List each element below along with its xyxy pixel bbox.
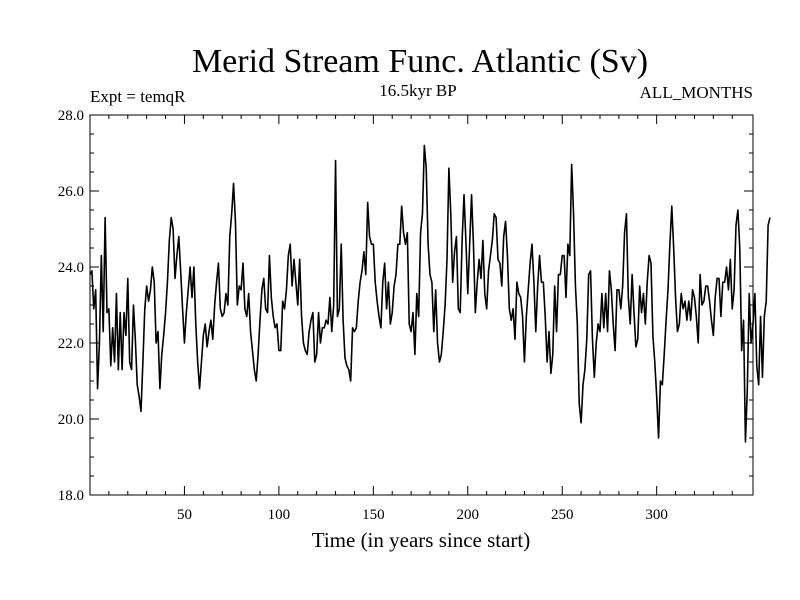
- y-tick-label: 28.0: [58, 108, 84, 124]
- period-label: 16.5kyr BP: [379, 81, 456, 100]
- x-tick-label: 100: [268, 507, 291, 523]
- x-tick-label: 250: [551, 507, 574, 523]
- x-tick-label: 300: [645, 507, 668, 523]
- y-tick-label: 20.0: [58, 412, 84, 428]
- months-label: ALL_MONTHS: [640, 83, 753, 102]
- y-axis: 18.0 20.0 22.0 24.0 26.0 28.0: [58, 108, 753, 504]
- chart-title: Merid Stream Func. Atlantic (Sv): [192, 43, 648, 80]
- y-tick-label: 18.0: [58, 488, 84, 504]
- plot-frame: [89, 114, 754, 496]
- x-axis: 50 100 150 200 250 300: [177, 115, 668, 523]
- x-axis-label: Time (in years since start): [312, 528, 531, 552]
- y-tick-label: 26.0: [58, 184, 84, 200]
- x-tick-label: 200: [457, 507, 480, 523]
- experiment-label: Expt = temqR: [90, 87, 186, 106]
- y-tick-label: 24.0: [58, 260, 84, 276]
- x-tick-label: 150: [362, 507, 385, 523]
- minor-ticks: [90, 115, 753, 495]
- x-tick-label: 50: [177, 507, 192, 523]
- y-tick-label: 22.0: [58, 336, 84, 352]
- series-line: [89, 144, 771, 443]
